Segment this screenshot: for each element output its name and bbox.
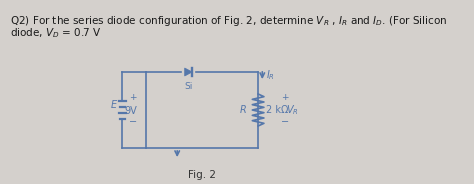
Text: Fig. 2: Fig. 2 [188, 170, 216, 180]
Text: +: + [281, 93, 289, 102]
Text: 9V: 9V [124, 106, 137, 116]
Text: $V_R$: $V_R$ [286, 103, 299, 117]
Text: Q2) For the series diode configuration of Fig. 2, determine $V_R$ , $I_R$ and $I: Q2) For the series diode configuration o… [10, 14, 447, 28]
Text: diode, $V_D$ = 0.7 V: diode, $V_D$ = 0.7 V [10, 26, 102, 40]
Text: −: − [281, 117, 289, 127]
Text: $I_R$: $I_R$ [265, 68, 274, 82]
Text: 2 kΩ: 2 kΩ [266, 105, 289, 115]
Text: −: − [129, 117, 137, 127]
Polygon shape [185, 68, 192, 76]
Text: Si: Si [184, 82, 192, 91]
Text: R: R [240, 105, 246, 115]
Text: +: + [129, 93, 137, 102]
Text: E: E [111, 100, 117, 110]
